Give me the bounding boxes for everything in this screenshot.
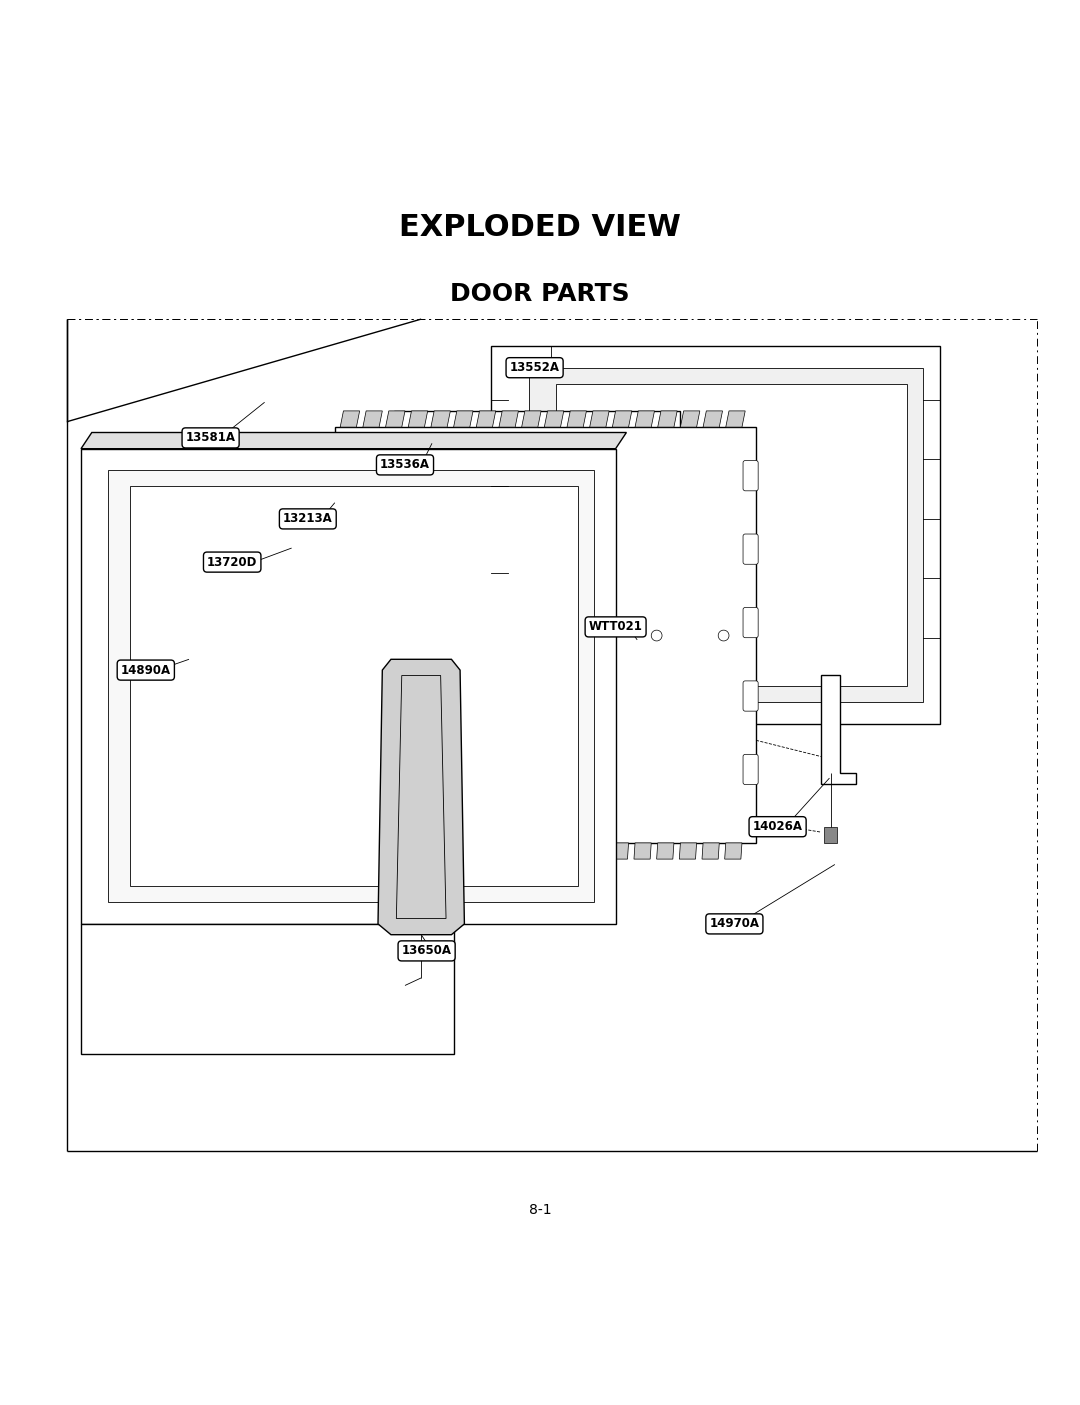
Polygon shape [431, 410, 450, 427]
Polygon shape [680, 410, 700, 427]
Text: 13581A: 13581A [186, 431, 235, 444]
Polygon shape [590, 410, 609, 427]
Polygon shape [499, 410, 518, 427]
Text: 13536A: 13536A [380, 458, 430, 472]
Polygon shape [339, 843, 356, 858]
Text: 13213A: 13213A [283, 513, 333, 525]
Polygon shape [529, 368, 923, 702]
Polygon shape [567, 410, 586, 427]
FancyBboxPatch shape [743, 681, 758, 711]
FancyBboxPatch shape [743, 607, 758, 638]
Polygon shape [384, 843, 402, 858]
Text: 14890A: 14890A [121, 663, 171, 677]
Text: 13720D: 13720D [207, 555, 257, 569]
Polygon shape [634, 843, 651, 858]
Polygon shape [726, 410, 745, 427]
Polygon shape [491, 346, 940, 724]
Polygon shape [544, 410, 564, 427]
Polygon shape [340, 410, 360, 427]
Text: 13650A: 13650A [402, 944, 451, 957]
Polygon shape [407, 843, 424, 858]
Polygon shape [386, 410, 405, 427]
Polygon shape [702, 843, 719, 858]
Text: DOOR PARTS: DOOR PARTS [450, 282, 630, 306]
Polygon shape [589, 843, 606, 858]
Polygon shape [81, 924, 454, 1054]
Text: 13552A: 13552A [510, 361, 559, 374]
Polygon shape [378, 659, 464, 934]
Polygon shape [543, 843, 561, 858]
Polygon shape [475, 843, 492, 858]
Polygon shape [635, 410, 654, 427]
Polygon shape [566, 843, 583, 858]
Polygon shape [394, 410, 680, 788]
Polygon shape [430, 843, 447, 858]
Polygon shape [454, 410, 473, 427]
Polygon shape [408, 410, 428, 427]
Polygon shape [476, 410, 496, 427]
Polygon shape [453, 843, 470, 858]
Text: WTT021: WTT021 [589, 621, 643, 634]
FancyBboxPatch shape [743, 754, 758, 784]
Text: 14026A: 14026A [753, 821, 802, 833]
Polygon shape [362, 843, 379, 858]
FancyBboxPatch shape [743, 534, 758, 565]
Polygon shape [130, 486, 578, 887]
Polygon shape [611, 843, 629, 858]
Polygon shape [556, 384, 907, 686]
Polygon shape [703, 410, 723, 427]
Text: EXPLODED VIEW: EXPLODED VIEW [400, 212, 680, 242]
Polygon shape [81, 448, 616, 924]
Bar [824, 826, 837, 843]
Polygon shape [658, 410, 677, 427]
Polygon shape [657, 843, 674, 858]
Polygon shape [679, 843, 697, 858]
Polygon shape [81, 433, 626, 448]
Polygon shape [363, 410, 382, 427]
Text: 14970A: 14970A [710, 917, 759, 930]
Polygon shape [612, 410, 632, 427]
Polygon shape [522, 410, 541, 427]
Polygon shape [521, 843, 538, 858]
Polygon shape [821, 676, 856, 784]
Polygon shape [108, 471, 594, 902]
Polygon shape [335, 427, 756, 843]
FancyBboxPatch shape [743, 461, 758, 490]
Text: 8-1: 8-1 [529, 1203, 551, 1217]
Polygon shape [498, 843, 515, 858]
Polygon shape [725, 843, 742, 858]
